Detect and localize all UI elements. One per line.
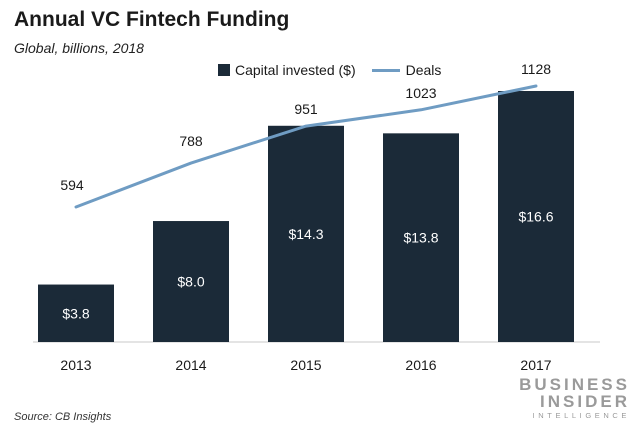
deals-value-label: 951	[294, 101, 318, 117]
deals-value-label: 594	[60, 177, 84, 193]
legend-label-deals: Deals	[405, 62, 442, 78]
source-note: Source: CB Insights	[14, 411, 112, 423]
chart-title: Annual VC Fintech Funding	[14, 8, 290, 31]
x-tick-label: 2016	[405, 357, 436, 373]
bar-value-label: $16.6	[518, 209, 553, 225]
brand-line-1: BUSINESS	[519, 375, 630, 394]
bar-2017	[498, 91, 574, 342]
bar-value-label: $13.8	[403, 230, 438, 246]
deals-line	[74, 84, 538, 209]
legend-line-swatch	[371, 68, 400, 72]
brand-line-3: INTELLIGENCE	[532, 411, 630, 420]
bar-2014	[153, 221, 229, 342]
bar-value-label: $3.8	[62, 305, 89, 321]
chart-legend: Capital invested ($) Deals	[218, 62, 441, 78]
x-tick-label: 2017	[520, 357, 551, 373]
bar-2015	[268, 125, 344, 343]
bar-value-label: $8.0	[177, 274, 204, 290]
deals-value-label: 1023	[405, 85, 436, 101]
bar-2016	[383, 133, 459, 342]
brand-line-2: INSIDER	[540, 392, 630, 411]
deals-value-label: 1128	[521, 61, 551, 77]
x-tick-label: 2014	[175, 357, 206, 373]
brand-logo: BUSINESS INSIDER INTELLIGENCE	[519, 376, 630, 420]
deals-value-label: 788	[179, 133, 203, 149]
bar-value-label: $14.3	[288, 226, 323, 242]
x-tick-label: 2015	[290, 357, 321, 373]
legend-bar-swatch	[218, 64, 230, 76]
bar-2013	[38, 284, 114, 342]
chart-subtitle: Global, billions, 2018	[14, 40, 144, 56]
x-tick-label: 2013	[60, 357, 91, 373]
legend-label-capital: Capital invested ($)	[235, 62, 356, 78]
